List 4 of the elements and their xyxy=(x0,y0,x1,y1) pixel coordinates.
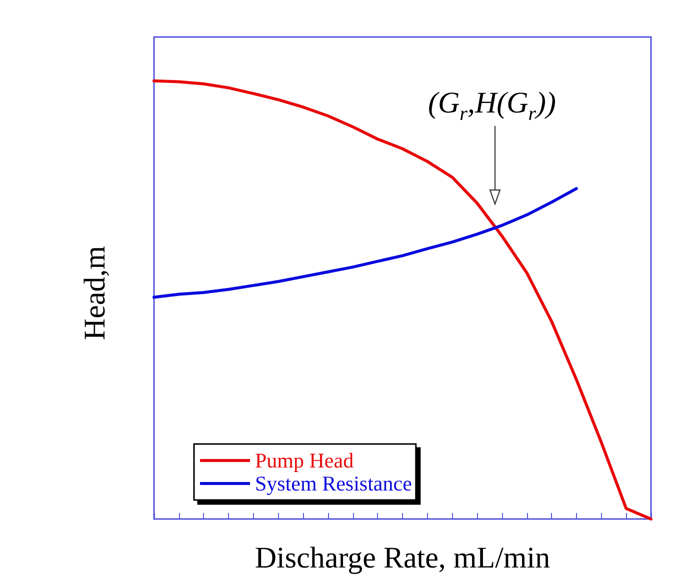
legend-label: System Resistance xyxy=(255,472,412,496)
x-axis-title: Discharge Rate, mL/min xyxy=(254,542,550,574)
y-axis-title: Head,m xyxy=(78,246,112,340)
legend-label: Pump Head xyxy=(255,448,354,472)
